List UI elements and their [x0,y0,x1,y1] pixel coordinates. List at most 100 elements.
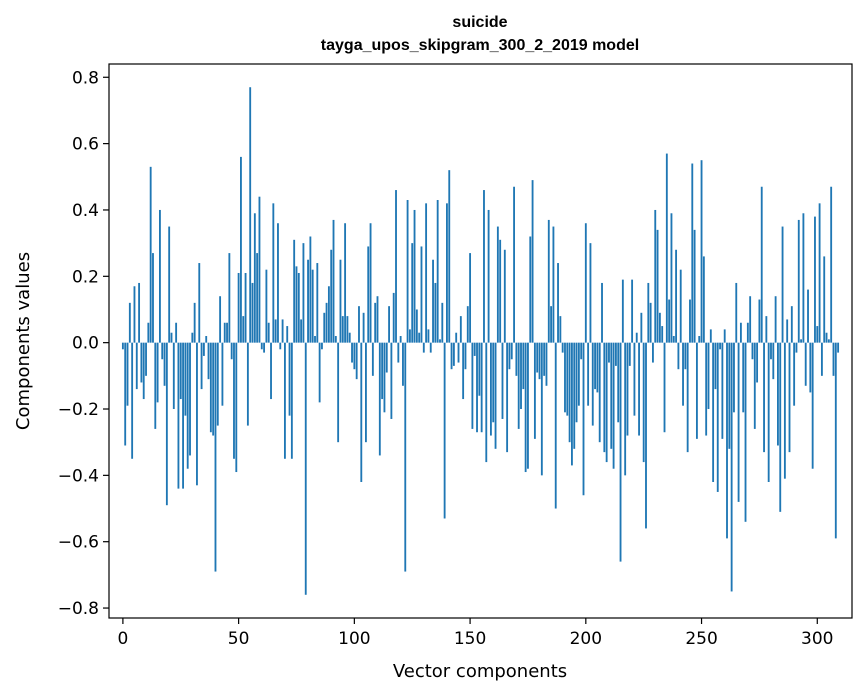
bar-281 [772,342,775,380]
bar-40 [214,342,217,572]
bar-21 [170,332,173,343]
bar-56 [251,282,254,343]
bar-134 [432,259,434,343]
bar-298 [811,342,814,469]
bar-304 [825,332,828,343]
bar-233 [661,326,664,343]
bar-118 [395,190,397,343]
bar-62 [265,269,268,343]
bar-214 [617,342,620,423]
bar-95 [341,316,344,343]
bar-97 [346,316,349,343]
bar-109 [374,302,377,343]
y-tick-label: −0.6 [58,533,99,553]
bar-17 [161,342,164,360]
bar-55 [249,87,252,343]
bar-92 [334,336,337,343]
bar-197 [577,342,580,406]
bar-275 [758,299,761,343]
bar-152 [473,342,476,356]
bar-185 [550,306,553,343]
bar-168 [510,342,513,360]
bar-94 [339,259,342,343]
bar-106 [367,246,370,343]
bar-50 [237,272,240,343]
bar-234 [663,342,666,433]
bar-218 [626,342,629,436]
bar-186 [552,226,555,343]
bar-43 [221,342,224,406]
bar-262 [728,342,731,449]
bar-65 [272,203,275,343]
bar-286 [783,342,786,479]
bar-228 [649,302,652,343]
bar-53 [244,272,247,343]
bar-222 [635,332,638,343]
bar-287 [786,319,789,343]
bar-179 [536,342,539,373]
bar-223 [638,342,640,436]
bar-180 [538,342,541,380]
bar-51 [240,156,242,343]
bar-244 [686,342,689,453]
bar-175 [527,342,529,469]
y-axis-ticks: −0.8 −0.6 −0.4 −0.2 0.0 0.2 0.4 0.6 0.8 [58,68,109,619]
x-tick-label: 0 [117,629,128,649]
bar-252 [705,342,708,436]
bar-80 [307,259,309,343]
bar-217 [624,342,627,476]
bar-199 [582,342,585,496]
bar-246 [691,163,694,343]
bar-183 [545,342,548,386]
bar-299 [814,216,816,343]
bar-39 [212,342,215,436]
bar-162 [496,226,499,343]
bar-69 [281,319,284,343]
bar-195 [573,342,576,449]
bar-303 [823,256,826,343]
bar-231 [656,229,659,343]
bar-110 [376,296,379,343]
bar-172 [520,342,522,410]
x-tick-label: 150 [454,629,486,649]
bar-61 [263,342,266,353]
bar-149 [466,306,469,343]
bar-241 [679,269,682,343]
bar-150 [469,253,472,343]
bar-26 [182,342,184,489]
bar-27 [184,342,187,416]
y-tick-label: 0.0 [72,334,99,354]
bar-284 [779,342,782,512]
bar-203 [591,342,594,426]
bar-87 [323,312,326,343]
bar-265 [735,282,738,343]
bar-99 [351,342,353,363]
bar-272 [751,342,754,360]
bar-35 [202,342,205,356]
bar-68 [279,342,282,350]
bar-125 [411,243,414,343]
bar-302 [820,342,823,376]
bar-14 [154,342,157,429]
bar-121 [402,342,404,386]
bar-25 [179,342,182,400]
bar-247 [693,229,696,343]
x-tick-label: 100 [338,629,370,649]
bar-173 [522,342,525,390]
bar-261 [726,342,728,539]
bar-160 [492,342,495,423]
bar-257 [716,342,719,492]
bar-309 [837,342,840,353]
bar-33 [198,263,201,343]
bar-211 [610,342,613,449]
bar-112 [381,342,384,400]
bar-178 [533,342,536,439]
bar-291 [795,342,798,353]
bar-20 [168,226,171,343]
bar-163 [499,239,502,343]
bar-202 [589,243,592,343]
bar-30 [191,332,194,343]
bar-190 [561,342,564,353]
bar-128 [418,332,421,343]
